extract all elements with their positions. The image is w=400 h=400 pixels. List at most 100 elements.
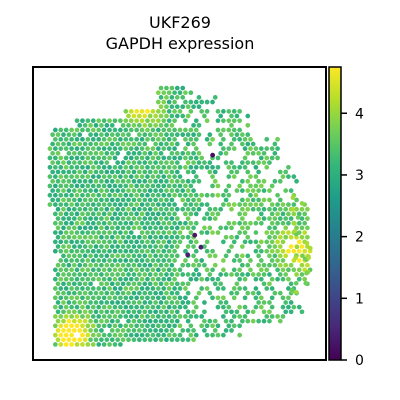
expression-spot	[99, 197, 104, 203]
expression-spot	[139, 332, 145, 338]
expression-spot	[90, 220, 96, 226]
expression-spot	[177, 174, 183, 179]
expression-spot	[215, 164, 221, 170]
expression-spot	[52, 248, 58, 254]
expression-spot	[80, 295, 85, 301]
expression-spot	[164, 253, 169, 259]
expression-spot	[123, 174, 129, 179]
expression-spot	[96, 118, 102, 124]
expression-spot	[120, 328, 126, 333]
expression-spot	[147, 290, 153, 296]
expression-spot	[296, 239, 302, 245]
expression-spot	[177, 239, 183, 245]
expression-spot	[161, 164, 167, 170]
expression-spot	[150, 136, 156, 142]
expression-spot	[96, 314, 102, 319]
expression-spot	[172, 230, 177, 235]
expression-spot	[218, 206, 224, 212]
expression-spot	[153, 337, 158, 343]
expression-spot	[174, 178, 180, 184]
expression-spot	[71, 169, 77, 175]
expression-spot	[134, 276, 139, 282]
expression-spot	[107, 276, 112, 282]
expression-spot	[52, 127, 58, 133]
expression-spot	[242, 146, 248, 151]
expression-spot	[153, 188, 158, 193]
expression-spot	[134, 220, 139, 226]
expression-spot	[174, 104, 180, 110]
expression-spot	[74, 258, 80, 263]
expression-spot	[74, 192, 80, 198]
expression-spot	[237, 220, 242, 226]
expression-spot	[61, 244, 66, 249]
expression-spot	[288, 309, 294, 315]
expression-spot	[69, 332, 74, 338]
expression-spot	[88, 160, 93, 165]
expression-spot	[174, 225, 180, 231]
expression-spot	[286, 267, 291, 273]
expression-spot	[242, 220, 248, 226]
expression-spot	[63, 239, 69, 245]
expression-spot	[90, 174, 96, 179]
expression-spot	[104, 188, 110, 193]
expression-spot	[291, 248, 297, 254]
expression-spot	[294, 272, 299, 277]
expression-spot	[212, 253, 218, 259]
expression-spot	[234, 113, 240, 119]
expression-spot	[191, 225, 196, 231]
expression-spot	[305, 206, 310, 212]
expression-spot	[204, 192, 210, 198]
expression-spot	[185, 160, 191, 165]
expression-spot	[242, 202, 248, 207]
expression-spot	[123, 118, 129, 124]
expression-spot	[90, 314, 96, 319]
expression-spot	[142, 216, 148, 221]
expression-spot	[158, 169, 164, 175]
expression-spot	[131, 206, 137, 212]
expression-spot	[107, 248, 112, 254]
expression-spot	[101, 192, 107, 198]
expression-spot	[99, 234, 104, 240]
expression-spot	[296, 276, 302, 282]
expression-spot	[115, 225, 121, 231]
expression-spot	[166, 99, 172, 105]
expression-spot	[115, 169, 121, 175]
expression-spot	[275, 211, 280, 217]
expression-spot	[145, 276, 150, 282]
expression-spot	[169, 318, 175, 324]
expression-spot	[177, 323, 183, 329]
expression-spot	[52, 183, 58, 189]
expression-spot	[172, 248, 177, 254]
expression-spot	[120, 141, 126, 147]
expression-spot	[258, 276, 264, 282]
expression-spot	[47, 155, 53, 161]
expression-spot	[126, 160, 131, 165]
expression-spot	[153, 244, 158, 249]
expression-spot	[137, 216, 142, 221]
expression-spot	[61, 132, 66, 138]
expression-spot	[96, 239, 102, 245]
expression-spot	[153, 309, 158, 315]
expression-spot	[85, 211, 91, 217]
expression-spot	[185, 113, 191, 119]
expression-spot	[58, 136, 64, 142]
expression-spot	[166, 183, 172, 189]
expression-spot	[58, 286, 64, 291]
expression-spot	[104, 262, 110, 268]
expression-spot	[188, 276, 194, 282]
expression-spot	[145, 314, 150, 319]
expression-spot	[204, 136, 210, 142]
expression-spot	[77, 234, 83, 240]
expression-spot	[118, 202, 123, 207]
expression-spot	[63, 342, 69, 347]
expression-spot	[134, 295, 139, 301]
expression-spot	[101, 174, 107, 179]
expression-spot	[99, 160, 104, 165]
expression-spot	[193, 248, 199, 254]
expression-spot	[288, 262, 294, 268]
expression-spot	[101, 314, 107, 319]
expression-spot	[248, 146, 253, 151]
expression-spot	[169, 169, 175, 175]
expression-spot	[66, 262, 72, 268]
expression-spot	[90, 258, 96, 263]
